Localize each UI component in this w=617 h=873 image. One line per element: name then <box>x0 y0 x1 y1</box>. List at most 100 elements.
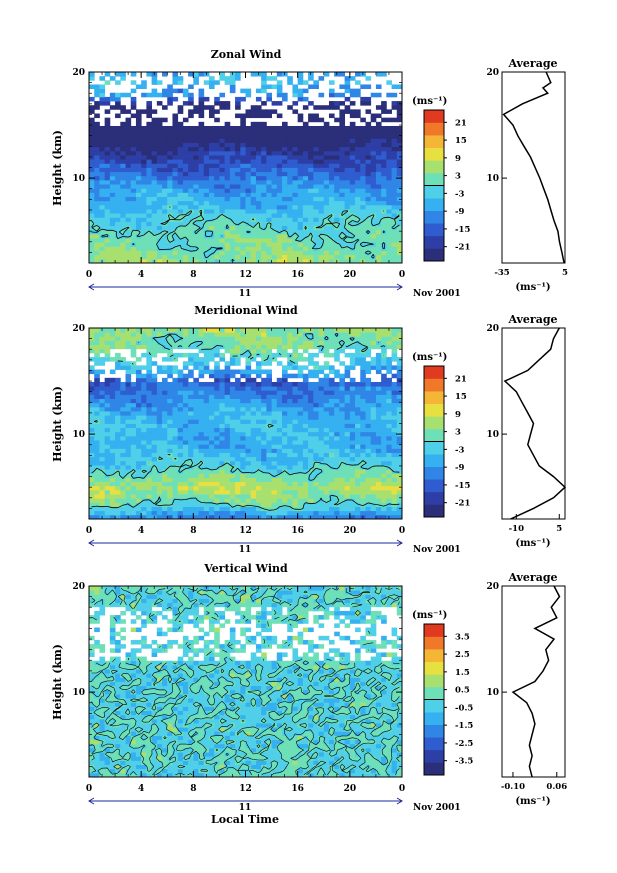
heatmap-cell <box>339 373 346 379</box>
heatmap-cell <box>381 348 387 354</box>
heatmap-cell <box>339 159 346 164</box>
heatmap-cell <box>282 130 288 135</box>
heatmap-cell <box>240 506 246 512</box>
heatmap-cell <box>344 159 351 164</box>
heatmap-cell <box>381 419 387 424</box>
heatmap-cell <box>396 142 403 148</box>
heatmap-cell <box>125 465 132 470</box>
heatmap-cell <box>135 171 142 177</box>
heatmap-cell <box>193 361 199 366</box>
heatmap-cell <box>334 348 340 354</box>
heatmap-cell <box>162 225 168 231</box>
heatmap-cell <box>297 494 304 499</box>
heatmap-cell <box>245 242 252 247</box>
heatmap-cell <box>125 485 132 491</box>
heatmap-cell <box>313 188 319 193</box>
heatmap-cell <box>104 80 111 85</box>
heatmap-cell <box>115 365 121 370</box>
heatmap-cell <box>396 340 403 346</box>
heatmap-cell <box>151 196 158 202</box>
heatmap-cell <box>276 167 283 173</box>
heatmap-cell <box>308 229 314 235</box>
heatmap-cell <box>302 200 309 206</box>
heatmap-cell <box>375 394 382 399</box>
heatmap-cell <box>208 175 215 181</box>
heatmap-cell <box>130 233 137 239</box>
heatmap-cell <box>386 452 392 458</box>
heatmap-cell <box>261 498 267 503</box>
heatmap-cell <box>89 167 95 173</box>
heatmap-cell <box>261 192 267 197</box>
heatmap-cell <box>302 444 309 449</box>
heatmap-cell <box>261 175 267 181</box>
heatmap-cell <box>172 506 179 512</box>
heatmap-cell <box>193 217 199 222</box>
heatmap-cell <box>318 411 325 416</box>
heatmap-cell <box>193 444 199 449</box>
heatmap-cell <box>302 155 309 160</box>
heatmap-cell <box>266 254 272 260</box>
heatmap-cell <box>370 415 377 420</box>
heatmap-cell <box>339 415 346 420</box>
heatmap-cell <box>365 246 372 251</box>
heatmap-cell <box>193 254 199 260</box>
heatmap-cell <box>177 138 184 143</box>
heatmap-cell <box>141 84 147 90</box>
heatmap-cell <box>302 506 309 512</box>
heatmap-cell <box>271 138 278 143</box>
heatmap-cell <box>365 159 372 164</box>
heatmap-cell <box>245 250 252 256</box>
heatmap-cell <box>323 254 330 260</box>
heatmap-cell <box>109 514 116 520</box>
heatmap-cell <box>172 117 179 123</box>
heatmap-cell <box>156 469 163 474</box>
heatmap-cell <box>396 411 403 416</box>
heatmap-cell <box>109 134 116 139</box>
heatmap-cell <box>219 217 226 222</box>
heatmap-cell <box>334 134 340 139</box>
heatmap-cell <box>365 225 372 231</box>
heatmap-cell <box>287 344 293 350</box>
heatmap-cell <box>381 510 387 516</box>
heatmap-cell <box>188 84 194 90</box>
heatmap-cell <box>162 489 168 495</box>
heatmap-cell <box>146 101 152 106</box>
heatmap-cell <box>214 394 220 399</box>
heatmap-cell <box>386 390 392 395</box>
heatmap-cell <box>271 344 278 350</box>
heatmap-cell <box>182 340 189 346</box>
heatmap-cell <box>323 204 330 210</box>
heatmap-cell <box>396 155 403 160</box>
heatmap-cell <box>266 506 272 512</box>
heatmap-cell <box>276 510 283 516</box>
heatmap-cell <box>282 352 288 358</box>
heatmap-cell <box>167 390 173 395</box>
heatmap-cell <box>308 381 314 387</box>
heatmap-cell <box>109 398 116 404</box>
heatmap-cell <box>214 250 220 256</box>
heatmap-cell <box>323 431 330 437</box>
heatmap-cell <box>146 138 152 143</box>
heatmap-cell <box>162 254 168 260</box>
heatmap-cell <box>214 258 220 264</box>
heatmap-cell <box>167 96 173 102</box>
heatmap-cell <box>375 150 382 156</box>
heatmap-cell <box>198 456 205 462</box>
heatmap-cell <box>99 398 106 404</box>
heatmap-cell <box>156 477 163 483</box>
heatmap-cell <box>391 419 398 424</box>
heatmap-cell <box>349 221 356 227</box>
heatmap-cell <box>188 163 194 168</box>
heatmap-cell <box>355 204 361 210</box>
heatmap-cell <box>396 502 403 507</box>
heatmap-cell <box>104 456 111 462</box>
heatmap-cell <box>182 377 189 383</box>
heatmap-cell <box>287 217 293 222</box>
heatmap-cell <box>125 510 132 516</box>
heatmap-cell <box>193 481 199 487</box>
heatmap-cell <box>219 242 226 247</box>
heatmap-cell <box>261 465 267 470</box>
heatmap-cell <box>135 489 142 495</box>
heatmap-cell <box>167 440 173 445</box>
heatmap-cell <box>99 402 106 408</box>
